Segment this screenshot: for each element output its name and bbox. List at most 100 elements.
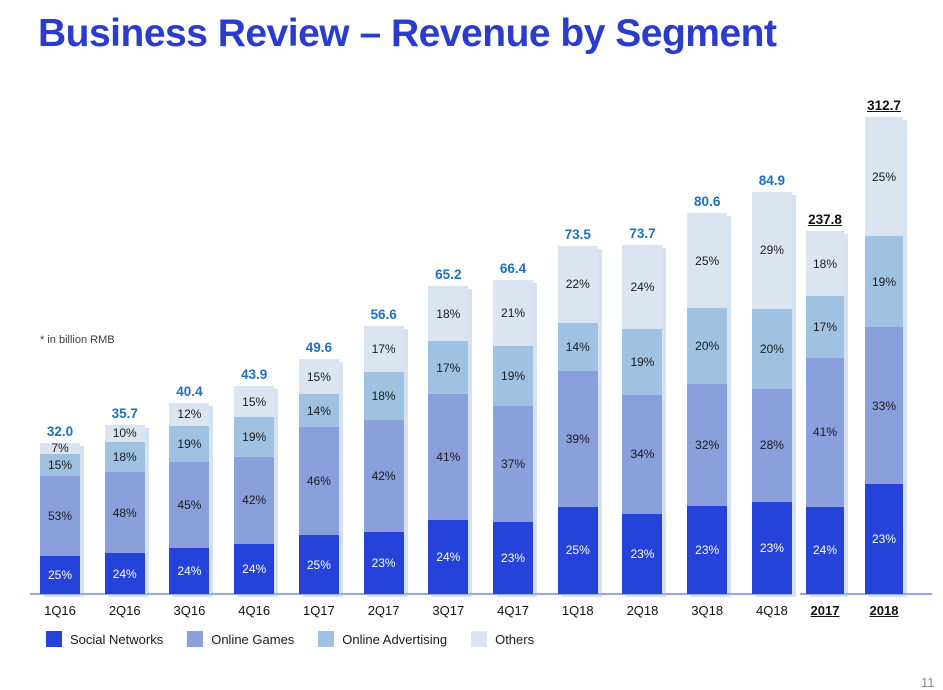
- bar-total-label: 49.6: [305, 340, 333, 355]
- bar-segment-others: 15%: [234, 386, 275, 418]
- bar-segment-social-networks: 23%: [622, 513, 663, 594]
- segment-percent-label: 25%: [306, 557, 331, 572]
- bar-4q16: 15% 19% 42% 24%: [234, 386, 275, 594]
- bar-total-label: 237.8: [808, 212, 842, 227]
- bar-segment-online-games: 33%: [865, 326, 903, 485]
- bar-segment-online-advertising: 17%: [806, 296, 844, 359]
- bar-segment-online-games: 42%: [363, 419, 404, 533]
- bar-segment-online-games: 37%: [493, 405, 534, 522]
- bar-group-2q16: 35.7 10% 18% 48% 24% 2Q16: [104, 406, 145, 618]
- bar-segment-online-games: 41%: [806, 358, 844, 507]
- bar-segment-online-games: 48%: [104, 472, 145, 554]
- bar-segment-social-networks: 23%: [363, 532, 404, 594]
- slide-title: Business Review – Revenue by Segment: [38, 12, 777, 55]
- bar-group-1q16: 32.0 7% 15% 53% 25% 1Q16: [40, 424, 80, 618]
- bar-segment-others: 18%: [806, 231, 844, 297]
- bar-segment-others: 7%: [40, 441, 80, 456]
- bar-3q17: 18% 17% 41% 24%: [428, 286, 469, 594]
- revenue-by-segment-chart: 32.0 7% 15% 53% 25% 1Q16 35.7 10% 18% 48% 24% 2Q16 4…: [30, 94, 935, 618]
- segment-percent-label: 23%: [371, 556, 396, 571]
- bar-group-2018: 312.7 25% 19% 33% 23% 2018: [865, 98, 903, 618]
- segment-percent-label: 33%: [871, 398, 897, 413]
- bar-segment-online-advertising: 19%: [865, 236, 903, 327]
- bar-total-label: 40.4: [176, 384, 203, 399]
- bar-2018: 25% 19% 33% 23%: [865, 117, 903, 594]
- bar-segment-online-games: 53%: [40, 476, 80, 557]
- bar-segment-social-networks: 24%: [169, 548, 210, 594]
- bar-segment-online-games: 42%: [234, 456, 275, 545]
- segment-percent-label: 42%: [371, 469, 396, 484]
- bar-segment-social-networks: 23%: [865, 484, 903, 594]
- bar-2017: 18% 17% 41% 24%: [806, 231, 844, 594]
- bar-segment-online-advertising: 19%: [622, 328, 663, 396]
- legend-label: Social Networks: [70, 631, 164, 647]
- bar-segment-others: 12%: [169, 403, 210, 426]
- segment-percent-label: 15%: [47, 457, 73, 472]
- bar-segment-others: 22%: [557, 246, 598, 323]
- bar-total-label: 73.5: [564, 227, 591, 242]
- x-axis-label-1q17: 1Q17: [302, 603, 335, 618]
- bar-segment-social-networks: 24%: [104, 553, 145, 594]
- bar-group-3q16: 40.4 12% 19% 45% 24% 3Q16: [169, 384, 210, 618]
- segment-percent-label: 14%: [306, 403, 331, 418]
- segment-percent-label: 45%: [177, 498, 202, 513]
- segment-percent-label: 15%: [242, 394, 267, 409]
- segment-percent-label: 24%: [242, 562, 267, 577]
- segment-percent-label: 21%: [501, 305, 526, 320]
- bar-segment-social-networks: 25%: [40, 556, 80, 594]
- bar-total-label: 43.9: [241, 367, 268, 382]
- legend-swatch-online-games: [187, 631, 204, 647]
- segment-percent-label: 22%: [565, 277, 590, 292]
- bar-segment-others: 25%: [865, 117, 903, 237]
- bar-segment-online-games: 41%: [428, 393, 469, 521]
- bar-segment-online-advertising: 15%: [40, 453, 80, 477]
- bar-segment-others: 24%: [622, 245, 663, 329]
- bar-group-2q17: 56.6 17% 18% 42% 23% 2Q17: [363, 307, 404, 618]
- segment-percent-label: 24%: [812, 543, 838, 558]
- bar-1q18: 22% 14% 39% 25%: [557, 246, 598, 594]
- legend-swatch-online-advertising: [318, 631, 335, 647]
- segment-percent-label: 25%: [695, 253, 720, 268]
- legend-swatch-others: [471, 631, 488, 647]
- x-axis-label-1q16: 1Q16: [44, 603, 76, 618]
- segment-percent-label: 17%: [436, 360, 461, 375]
- bar-total-label: 80.6: [694, 194, 721, 209]
- bar-segment-social-networks: 25%: [298, 535, 339, 594]
- segment-percent-label: 7%: [51, 441, 69, 456]
- legend-item-online-advertising: Online Advertising: [318, 631, 447, 647]
- bar-4q17: 21% 19% 37% 23%: [493, 280, 534, 594]
- bar-group-3q17: 65.2 18% 17% 41% 24% 3Q17: [428, 267, 469, 618]
- segment-percent-label: 17%: [371, 341, 396, 356]
- legend-label: Others: [495, 631, 535, 647]
- segment-percent-label: 53%: [47, 509, 73, 524]
- segment-percent-label: 19%: [242, 429, 267, 444]
- bar-total-label: 84.9: [758, 173, 786, 188]
- x-axis-label-4q16: 4Q16: [238, 603, 271, 618]
- segment-percent-label: 15%: [306, 369, 331, 384]
- segment-percent-label: 17%: [812, 320, 838, 335]
- bar-total-label: 56.6: [370, 307, 397, 322]
- x-axis-label-2018: 2018: [869, 603, 899, 618]
- segment-percent-label: 18%: [812, 256, 838, 271]
- bar-2q18: 24% 19% 34% 23%: [622, 245, 663, 594]
- bar-segment-online-games: 45%: [169, 462, 210, 549]
- segment-percent-label: 12%: [177, 407, 202, 422]
- bar-segment-online-advertising: 18%: [104, 441, 145, 473]
- bar-total-label: 32.0: [46, 424, 74, 439]
- bar-group-1q18: 73.5 22% 14% 39% 25% 1Q18: [557, 227, 598, 618]
- bar-3q16: 12% 19% 45% 24%: [169, 403, 210, 594]
- bar-segment-others: 29%: [751, 192, 792, 309]
- segment-percent-label: 20%: [695, 339, 720, 354]
- x-axis-label-3q18: 3Q18: [691, 603, 724, 618]
- segment-percent-label: 25%: [565, 543, 590, 558]
- bar-segment-online-advertising: 18%: [363, 371, 404, 420]
- bar-segment-online-advertising: 19%: [234, 417, 275, 457]
- x-axis-label-4q17: 4Q17: [497, 603, 529, 618]
- bar-total-label: 66.4: [499, 261, 527, 276]
- bar-segment-others: 17%: [363, 326, 404, 372]
- segment-percent-label: 28%: [759, 438, 784, 453]
- legend-label: Online Advertising: [342, 631, 448, 647]
- bar-segment-others: 21%: [493, 280, 534, 346]
- segment-percent-label: 24%: [177, 564, 202, 579]
- bar-3q18: 25% 20% 32% 23%: [687, 213, 728, 594]
